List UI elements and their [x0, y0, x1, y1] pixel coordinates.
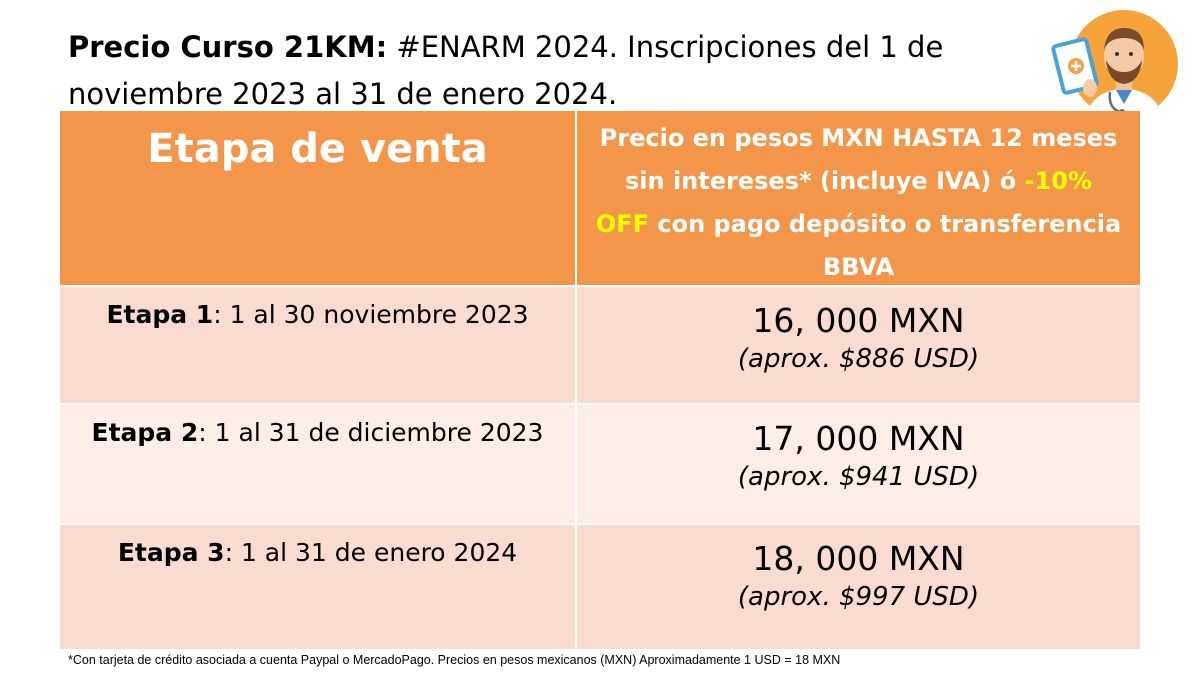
header-price-text-after: con pago depósito o transferencia BBVA — [649, 210, 1122, 281]
price-cell: 17, 000 MXN (aprox. $941 USD) — [577, 405, 1140, 523]
stage-name: Etapa 2 — [91, 418, 199, 447]
table-row: Etapa 2: 1 al 31 de diciembre 2023 17, 0… — [60, 405, 1140, 523]
header-price-text: Precio en pesos MXN HASTA 12 meses sin i… — [599, 124, 1118, 195]
discount-highlight: -10% OFF — [595, 167, 1092, 238]
table-row: Etapa 3: 1 al 31 de enero 2024 18, 000 M… — [60, 525, 1140, 649]
header-price: Precio en pesos MXN HASTA 12 meses sin i… — [577, 111, 1140, 285]
stage-dates: : 1 al 30 noviembre 2023 — [213, 300, 529, 329]
price-cell: 18, 000 MXN (aprox. $997 USD) — [577, 525, 1140, 649]
page-title: Precio Curso 21KM: #ENARM 2024. Inscripc… — [68, 24, 998, 118]
stage-dates: : 1 al 31 de diciembre 2023 — [198, 418, 544, 447]
footnote: *Con tarjeta de crédito asociada a cuent… — [68, 653, 841, 667]
price-mxn: 17, 000 MXN — [752, 419, 965, 458]
price-table: Etapa de venta Precio en pesos MXN HASTA… — [60, 111, 1140, 649]
stage-cell: Etapa 2: 1 al 31 de diciembre 2023 — [60, 405, 577, 523]
title-rest: #ENARM 2024. Inscripciones del 1 de novi… — [68, 30, 944, 111]
stage-name: Etapa 1 — [106, 300, 214, 329]
header-stage: Etapa de venta — [60, 111, 577, 285]
price-mxn: 18, 000 MXN — [752, 539, 965, 578]
title-bold: Precio Curso 21KM: — [68, 30, 388, 64]
price-cell: 16, 000 MXN (aprox. $886 USD) — [577, 287, 1140, 403]
stage-name: Etapa 3 — [117, 538, 225, 567]
price-mxn: 16, 000 MXN — [752, 301, 965, 340]
price-usd: (aprox. $941 USD) — [737, 462, 980, 492]
table-row: Etapa 1: 1 al 30 noviembre 2023 16, 000 … — [60, 287, 1140, 403]
stage-cell: Etapa 1: 1 al 30 noviembre 2023 — [60, 287, 577, 403]
price-usd: (aprox. $886 USD) — [737, 344, 980, 374]
doctor-avatar-icon — [1046, 8, 1178, 120]
table-header: Etapa de venta Precio en pesos MXN HASTA… — [60, 111, 1140, 285]
stage-dates: : 1 al 31 de enero 2024 — [224, 538, 518, 567]
price-usd: (aprox. $997 USD) — [737, 582, 980, 612]
stage-cell: Etapa 3: 1 al 31 de enero 2024 — [60, 525, 577, 649]
